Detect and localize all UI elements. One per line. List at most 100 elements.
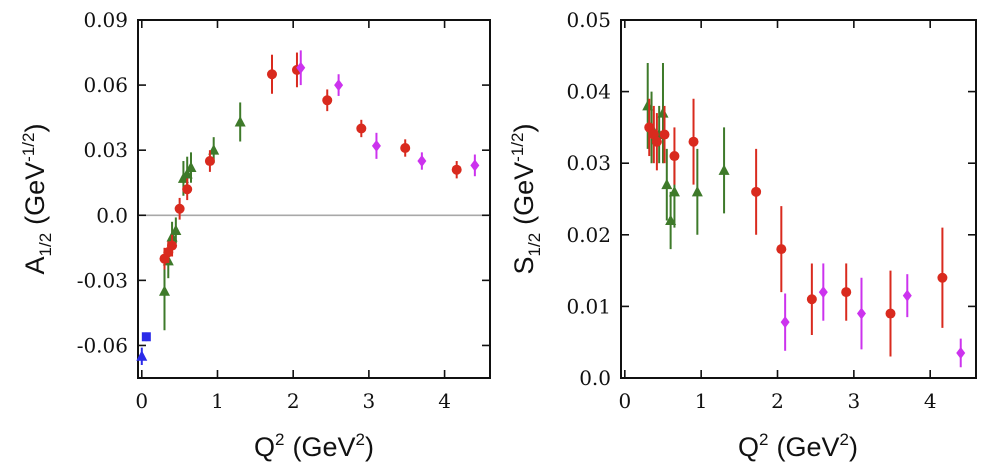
marker-circle — [451, 164, 462, 175]
data-point-green — [665, 191, 677, 250]
marker-triangle — [661, 178, 673, 190]
data-point-red — [751, 148, 762, 235]
marker-diamond — [818, 286, 828, 299]
marker-triangle — [691, 185, 703, 197]
x-tick-label: 3 — [363, 389, 376, 413]
x-tick-label: 0 — [135, 389, 148, 413]
x-tick-label: 2 — [771, 389, 784, 413]
marker-diamond — [470, 159, 480, 172]
x-tick-label: 4 — [924, 389, 937, 413]
marker-circle — [806, 294, 817, 305]
marker-circle — [204, 156, 215, 167]
y-tick-label: 0.05 — [566, 8, 611, 32]
y-tick-label: 0.01 — [566, 294, 611, 318]
right-ticks — [621, 19, 976, 379]
data-point-green — [691, 148, 703, 235]
y-tick-label: 0.06 — [83, 73, 128, 97]
data-point-red — [356, 119, 367, 138]
data-point-red — [174, 197, 185, 220]
marker-triangle — [158, 285, 170, 296]
data-point-red — [204, 150, 215, 172]
marker-circle — [669, 151, 680, 162]
chart-right: 0 1 2 3 4 0.0 0.01 0.02 0.03 0.04 0.05 S1/2(GeV-1/… — [508, 8, 977, 462]
y-tick-label: -0.06 — [77, 333, 128, 357]
marker-diamond — [296, 61, 306, 74]
left-tick-labels: 0 1 2 3 4 -0.06 -0.03 0.0 0.03 0.06 0.09 — [77, 8, 451, 413]
data-point-green — [185, 152, 197, 183]
marker-triangle — [665, 214, 677, 225]
right-plot-frame — [620, 19, 977, 379]
data-point-red — [937, 227, 948, 328]
chart-left: 0 1 2 3 4 -0.06 -0.03 0.0 0.03 0.06 0.09 A1/2(GeV-… — [19, 8, 491, 462]
data-point-magenta — [296, 50, 306, 86]
data-point-red — [167, 234, 178, 257]
data-point-red — [669, 127, 680, 185]
y-tick-label: 0.0 — [96, 203, 128, 227]
x-tick-label: 1 — [211, 389, 224, 413]
marker-circle — [182, 184, 193, 195]
marker-circle — [841, 287, 852, 298]
marker-triangle — [657, 107, 669, 118]
marker-triangle — [136, 350, 148, 361]
data-point-red — [644, 98, 655, 157]
data-point-red — [885, 270, 896, 357]
marker-triangle — [234, 115, 246, 127]
marker-triangle — [185, 161, 197, 173]
data-point-magenta — [856, 277, 866, 350]
left-ticks — [138, 19, 490, 378]
x-tick-label: 0 — [618, 389, 631, 413]
data-point-green — [170, 217, 182, 244]
marker-circle — [174, 203, 185, 214]
marker-triangle — [170, 224, 182, 235]
marker-circle — [776, 244, 787, 255]
marker-circle — [651, 136, 662, 147]
data-point-green — [661, 148, 673, 221]
left-marks — [136, 50, 480, 365]
right-marks — [642, 62, 966, 368]
x-tick-label: 3 — [847, 389, 860, 413]
data-point-red — [841, 263, 852, 321]
marker-square — [141, 332, 151, 342]
x-tick-label: 1 — [695, 389, 708, 413]
y-tick-label: 0.09 — [83, 8, 128, 32]
x-tick-label: 2 — [287, 389, 300, 413]
right-y-axis-title: S1/2(GeV-1/2) — [508, 124, 544, 275]
marker-circle — [885, 308, 896, 319]
right-tick-labels: 0 1 2 3 4 0.0 0.01 0.02 0.03 0.04 0.05 — [566, 8, 936, 413]
data-point-magenta — [956, 338, 966, 368]
marker-circle — [322, 95, 333, 106]
data-point-magenta — [780, 293, 790, 351]
marker-diamond — [780, 316, 790, 329]
data-point-green — [642, 62, 654, 149]
y-tick-label: 0.03 — [83, 138, 128, 162]
marker-triangle — [642, 99, 654, 111]
marker-circle — [356, 123, 367, 134]
marker-circle — [688, 136, 699, 147]
x-tick-label: 4 — [438, 389, 451, 413]
data-point-red — [659, 105, 670, 164]
data-point-red — [651, 113, 662, 171]
data-point-red — [182, 178, 193, 201]
data-point-red — [266, 54, 277, 94]
data-point-green — [234, 102, 246, 142]
marker-diamond — [417, 155, 427, 168]
data-point-blue-triangle — [136, 347, 148, 365]
marker-diamond — [334, 79, 344, 92]
data-point-green — [657, 62, 669, 164]
marker-diamond — [371, 139, 381, 152]
marker-circle — [751, 186, 762, 197]
data-point-green — [718, 127, 730, 214]
data-point-red — [806, 263, 817, 336]
data-point-red — [400, 139, 411, 157]
right-x-axis-title: Q2 (GeV2) — [738, 430, 858, 462]
data-point-red — [451, 161, 462, 179]
data-point-magenta — [371, 132, 381, 159]
y-tick-label: 0.0 — [579, 366, 611, 390]
data-point-blue-square — [141, 332, 151, 342]
left-x-axis-title: Q2 (GeV2) — [254, 430, 374, 462]
y-tick-label: -0.03 — [77, 268, 128, 292]
marker-circle — [167, 240, 178, 251]
y-tick-label: 0.02 — [566, 223, 611, 247]
data-point-red — [688, 98, 699, 185]
